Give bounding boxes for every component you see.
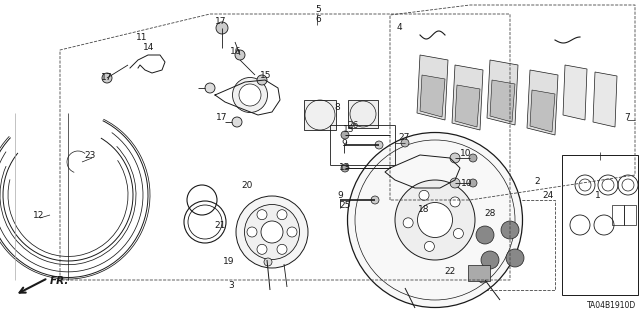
Circle shape <box>277 210 287 220</box>
Text: 12: 12 <box>33 211 45 219</box>
Circle shape <box>469 179 477 187</box>
Circle shape <box>450 178 460 188</box>
Text: 17: 17 <box>101 73 113 83</box>
Text: FR.: FR. <box>50 276 69 286</box>
Circle shape <box>469 154 477 162</box>
Bar <box>460 200 555 290</box>
Text: 22: 22 <box>444 268 456 277</box>
Bar <box>468 265 490 281</box>
Circle shape <box>257 75 267 85</box>
Circle shape <box>481 251 499 269</box>
Circle shape <box>287 227 297 237</box>
Circle shape <box>257 244 267 254</box>
Circle shape <box>341 131 349 139</box>
Polygon shape <box>563 65 587 120</box>
Text: TA04B1910D: TA04B1910D <box>587 301 636 310</box>
Circle shape <box>403 218 413 228</box>
Polygon shape <box>490 80 515 122</box>
Text: 9: 9 <box>337 191 343 201</box>
Text: 10: 10 <box>460 149 472 158</box>
Circle shape <box>375 141 383 149</box>
Text: 1: 1 <box>595 190 601 199</box>
Text: 16: 16 <box>230 48 242 56</box>
Text: 8: 8 <box>334 103 340 113</box>
Ellipse shape <box>236 196 308 268</box>
Circle shape <box>341 164 349 172</box>
Circle shape <box>205 83 215 93</box>
Circle shape <box>257 210 267 220</box>
Bar <box>624 205 636 225</box>
Text: 27: 27 <box>398 133 410 143</box>
Bar <box>562 155 638 295</box>
Bar <box>612 205 624 225</box>
Text: 21: 21 <box>214 220 226 229</box>
Circle shape <box>424 241 435 251</box>
Circle shape <box>506 249 524 267</box>
Ellipse shape <box>239 84 261 106</box>
Text: 10: 10 <box>461 179 473 188</box>
Polygon shape <box>455 85 480 127</box>
Text: 3: 3 <box>228 280 234 290</box>
Circle shape <box>401 139 409 147</box>
Text: 14: 14 <box>143 42 155 51</box>
Text: 4: 4 <box>396 24 402 33</box>
Circle shape <box>247 227 257 237</box>
Text: 2: 2 <box>534 176 540 186</box>
Polygon shape <box>452 65 483 130</box>
Circle shape <box>450 197 460 207</box>
Circle shape <box>419 190 429 200</box>
Circle shape <box>478 273 488 283</box>
Text: 7: 7 <box>624 113 630 122</box>
Circle shape <box>277 244 287 254</box>
Ellipse shape <box>244 204 300 259</box>
Circle shape <box>476 226 494 244</box>
Text: 19: 19 <box>223 257 235 266</box>
Polygon shape <box>530 90 555 132</box>
Circle shape <box>371 196 379 204</box>
Circle shape <box>216 22 228 34</box>
Text: 15: 15 <box>260 71 272 80</box>
Ellipse shape <box>232 78 268 113</box>
Polygon shape <box>417 55 448 120</box>
Polygon shape <box>593 72 617 127</box>
Circle shape <box>264 258 272 266</box>
Text: 6: 6 <box>315 16 321 25</box>
Text: 23: 23 <box>84 151 96 160</box>
Text: 17: 17 <box>216 114 228 122</box>
Circle shape <box>450 153 460 163</box>
Circle shape <box>501 221 519 239</box>
Text: 26: 26 <box>348 122 358 130</box>
Text: 24: 24 <box>542 190 554 199</box>
Text: 11: 11 <box>136 33 148 42</box>
Text: 13: 13 <box>339 164 351 173</box>
Circle shape <box>453 228 463 239</box>
Text: 13: 13 <box>343 125 355 135</box>
Circle shape <box>102 73 112 83</box>
Ellipse shape <box>261 221 283 243</box>
Polygon shape <box>420 75 445 117</box>
Ellipse shape <box>417 203 452 238</box>
Text: 5: 5 <box>315 5 321 14</box>
Ellipse shape <box>395 180 475 260</box>
Polygon shape <box>527 70 558 135</box>
Circle shape <box>235 50 245 60</box>
Ellipse shape <box>348 132 522 308</box>
Circle shape <box>232 117 242 127</box>
Text: 20: 20 <box>241 181 253 189</box>
Text: 28: 28 <box>484 209 496 218</box>
Bar <box>304 100 336 130</box>
Text: 18: 18 <box>419 205 429 214</box>
Polygon shape <box>487 60 518 125</box>
Bar <box>348 100 378 128</box>
Text: 9: 9 <box>341 138 347 147</box>
Text: 25: 25 <box>339 201 351 210</box>
Text: 17: 17 <box>215 18 227 26</box>
